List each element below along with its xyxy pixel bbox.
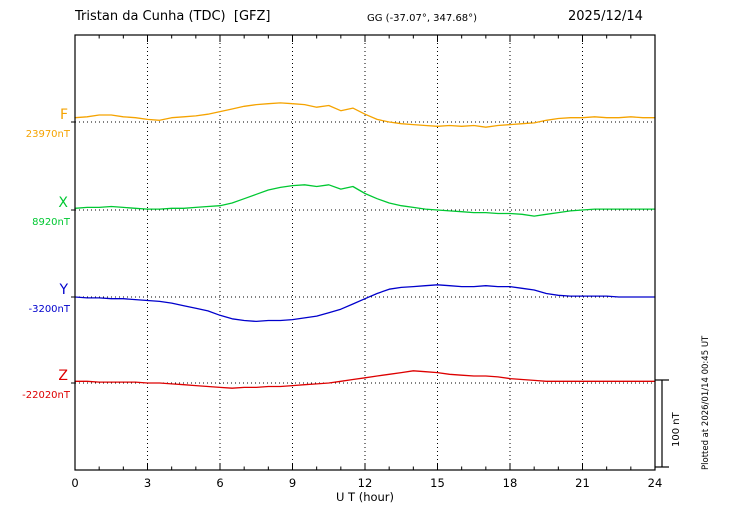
date-label: 2025/12/14 (568, 9, 643, 24)
series-label-Y: Y (58, 282, 68, 298)
trace-Z (74, 370, 656, 389)
series-baseline-value-Y: -3200nT (28, 304, 70, 315)
x-tick-label: 6 (216, 476, 223, 490)
x-tick-label: 15 (430, 476, 445, 490)
x-tick-label: 21 (575, 476, 590, 490)
station-title: Tristan da Cunha (TDC) [GFZ] (75, 9, 271, 24)
x-tick-label: 3 (144, 476, 151, 490)
trace-X (74, 184, 656, 217)
plot-frame (74, 34, 656, 471)
x-tick-label: 0 (71, 476, 78, 490)
x-tick-label: 18 (503, 476, 518, 490)
series-label-F: F (60, 107, 68, 123)
series-label-Z: Z (58, 368, 68, 384)
series-baseline-value-F: 23970nT (26, 129, 71, 140)
x-tick-label: 12 (358, 476, 373, 490)
trace-Y (74, 284, 656, 323)
x-tick-label: 9 (289, 476, 296, 490)
series-baseline-value-X: 8920nT (32, 217, 71, 228)
series-baseline-value-Z: -22020nT (22, 390, 71, 401)
x-tick-label: 24 (648, 476, 663, 490)
x-axis-title: U T (hour) (335, 490, 395, 504)
plotted-at-note: Plotted at 2026/01/14 00:45 UT (701, 335, 711, 470)
scale-bar-label: 100 nT (671, 412, 682, 447)
geo-coords: GG (-37.07°, 347.68°) (367, 13, 478, 24)
trace-F (74, 102, 656, 128)
series-label-X: X (58, 195, 68, 211)
